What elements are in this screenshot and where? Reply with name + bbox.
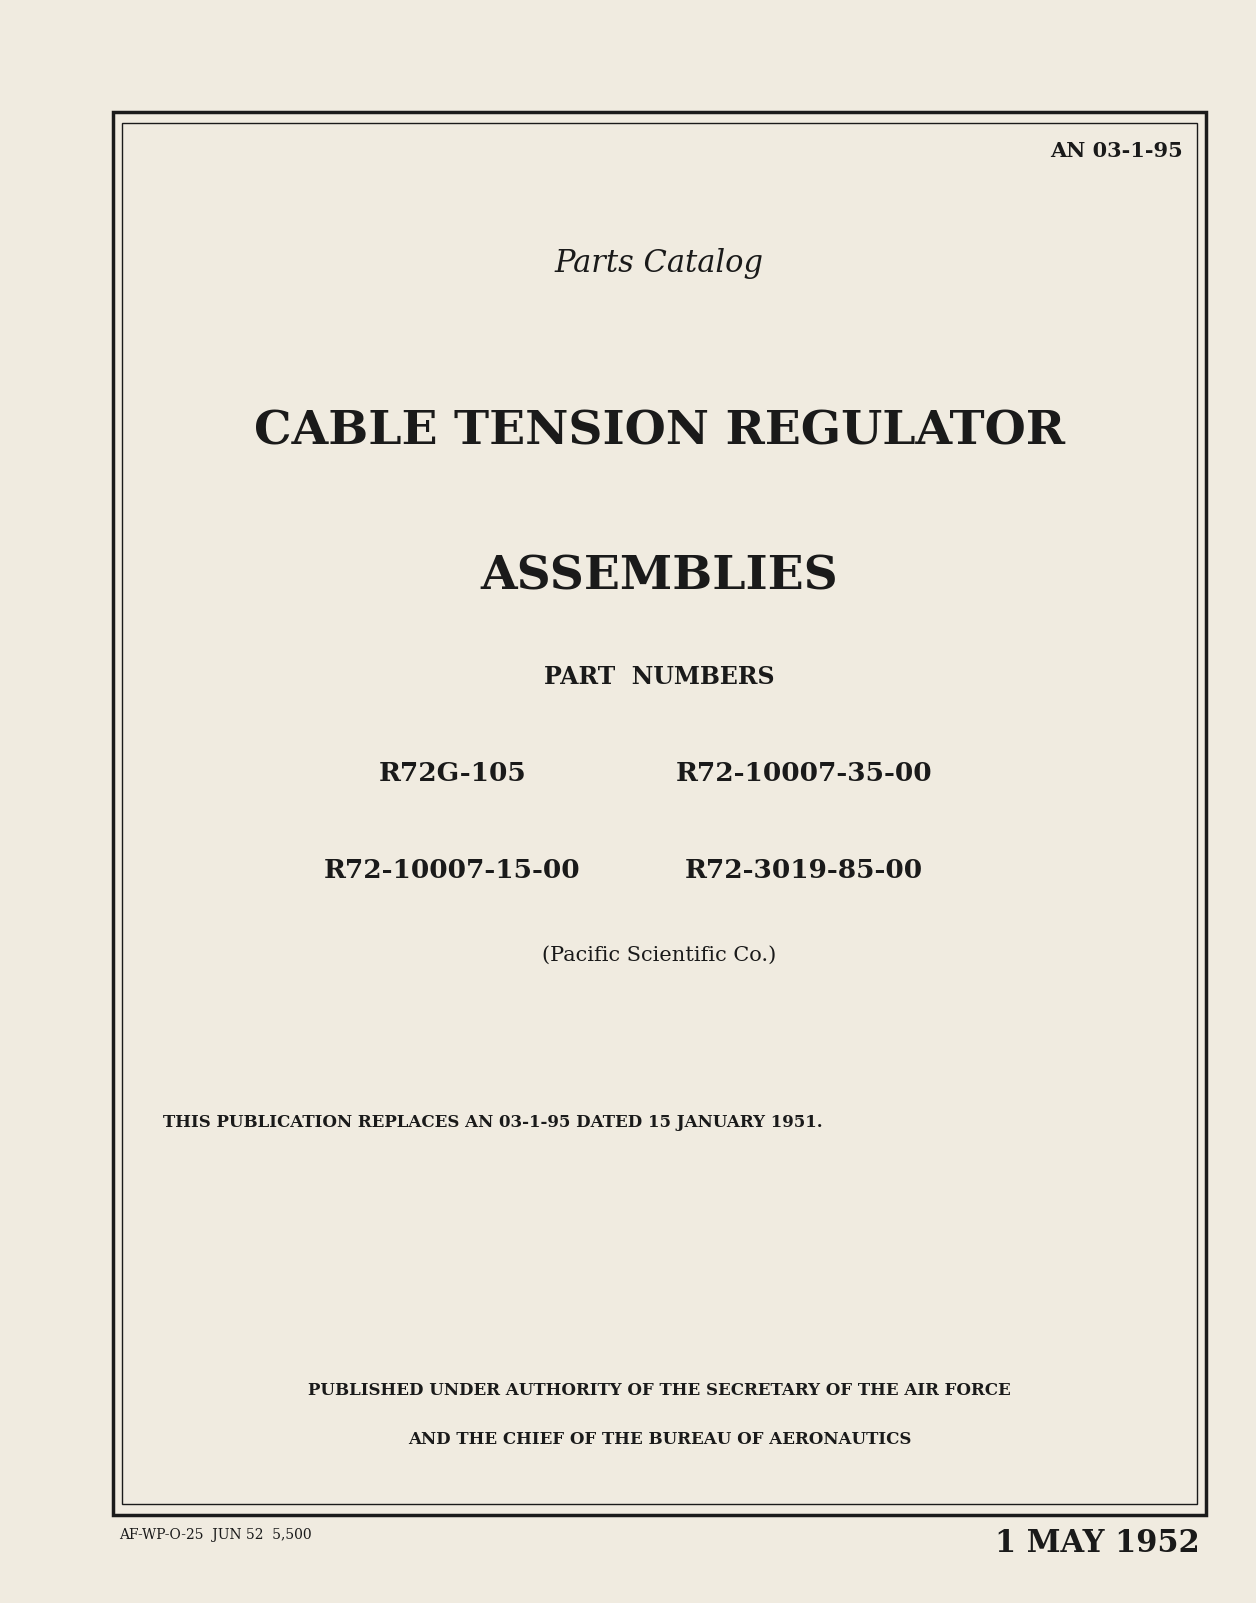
Text: AN 03-1-95: AN 03-1-95	[1050, 141, 1183, 160]
Text: AND THE CHIEF OF THE BUREAU OF AERONAUTICS: AND THE CHIEF OF THE BUREAU OF AERONAUTI…	[408, 1430, 911, 1448]
Text: R72G-105: R72G-105	[378, 761, 526, 787]
Text: R72-10007-35-00: R72-10007-35-00	[676, 761, 932, 787]
Text: PUBLISHED UNDER AUTHORITY OF THE SECRETARY OF THE AIR FORCE: PUBLISHED UNDER AUTHORITY OF THE SECRETA…	[308, 1382, 1011, 1399]
Text: R72-3019-85-00: R72-3019-85-00	[685, 858, 923, 883]
Text: CABLE TENSION REGULATOR: CABLE TENSION REGULATOR	[254, 409, 1065, 455]
Bar	[113, 112, 1206, 1515]
Text: 1 MAY 1952: 1 MAY 1952	[995, 1528, 1199, 1558]
Text: PART  NUMBERS: PART NUMBERS	[544, 665, 775, 689]
Text: (Pacific Scientific Co.): (Pacific Scientific Co.)	[543, 946, 776, 965]
Bar	[122, 123, 1197, 1504]
Text: AF-WP-O-25  JUN 52  5,500: AF-WP-O-25 JUN 52 5,500	[119, 1528, 311, 1542]
Text: R72-10007-15-00: R72-10007-15-00	[324, 858, 580, 883]
Text: THIS PUBLICATION REPLACES AN 03-1-95 DATED 15 JANUARY 1951.: THIS PUBLICATION REPLACES AN 03-1-95 DAT…	[163, 1114, 823, 1132]
Text: Parts Catalog: Parts Catalog	[555, 248, 764, 279]
Text: ASSEMBLIES: ASSEMBLIES	[481, 553, 838, 600]
